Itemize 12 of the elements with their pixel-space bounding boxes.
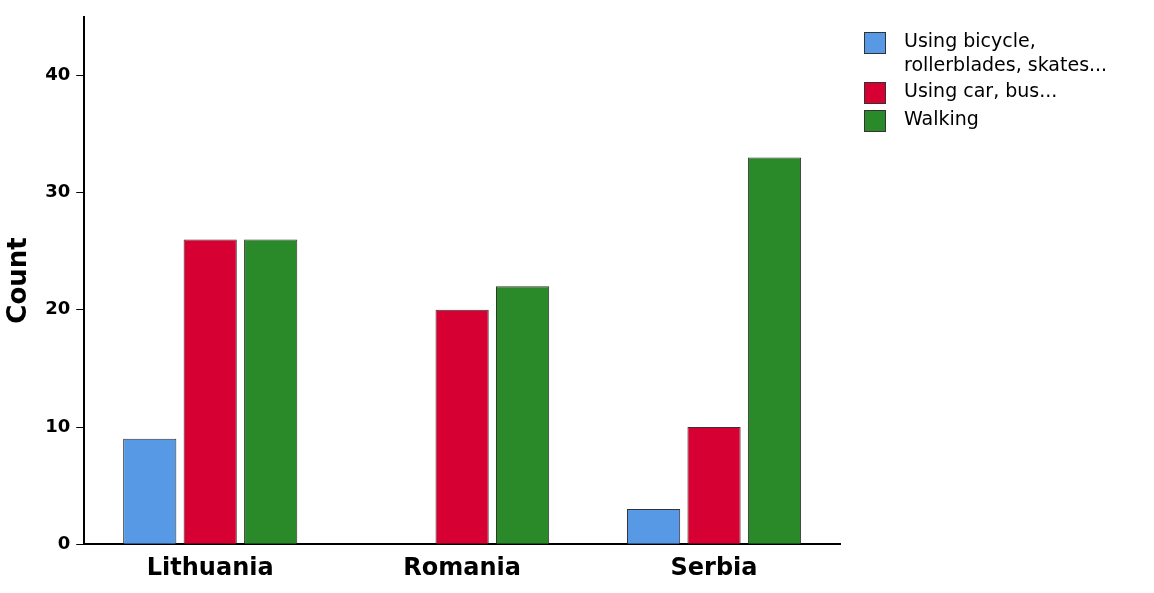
x-tick-label: Lithuania xyxy=(146,552,274,581)
x-tick-label: Romania xyxy=(403,552,521,581)
legend-label: Using car, bus... xyxy=(904,78,1059,102)
y-tick-label: 20 xyxy=(45,297,71,319)
legend-label: Walking xyxy=(904,106,980,130)
x-tick-label: Serbia xyxy=(670,552,758,581)
y-tick-label: 0 xyxy=(57,531,71,553)
y-tick-label: 10 xyxy=(45,414,71,436)
legend-label: Using bicycle, rollerblades, skates... xyxy=(904,28,1109,76)
y-axis-title: Count xyxy=(2,237,33,324)
y-tick-label: 40 xyxy=(45,63,71,85)
y-tick-label: 30 xyxy=(45,180,71,202)
